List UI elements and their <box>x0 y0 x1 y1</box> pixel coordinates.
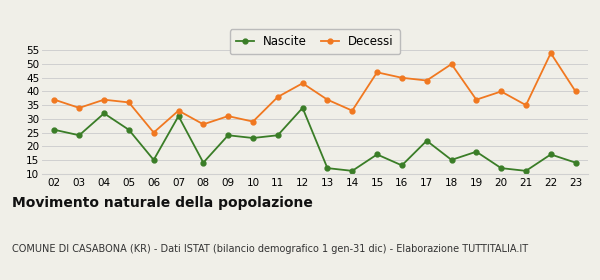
Decessi <box>349 109 356 112</box>
Decessi <box>76 106 83 109</box>
Nascite <box>125 128 133 132</box>
Decessi <box>572 90 579 93</box>
Nascite <box>224 134 232 137</box>
Nascite <box>373 153 380 156</box>
Nascite <box>572 161 579 164</box>
Nascite <box>324 166 331 170</box>
Decessi <box>373 71 380 74</box>
Decessi <box>200 123 207 126</box>
Decessi <box>274 95 281 99</box>
Decessi <box>224 115 232 118</box>
Nascite <box>349 169 356 172</box>
Nascite <box>423 139 430 143</box>
Decessi <box>125 101 133 104</box>
Nascite <box>250 136 257 140</box>
Decessi <box>547 52 554 55</box>
Nascite <box>150 158 157 162</box>
Nascite <box>398 164 406 167</box>
Decessi <box>150 131 157 134</box>
Nascite <box>473 150 480 153</box>
Line: Decessi: Decessi <box>52 51 578 135</box>
Decessi <box>398 76 406 80</box>
Decessi <box>51 98 58 101</box>
Nascite <box>497 166 505 170</box>
Text: Movimento naturale della popolazione: Movimento naturale della popolazione <box>12 196 313 210</box>
Nascite <box>175 115 182 118</box>
Decessi <box>448 62 455 66</box>
Decessi <box>175 109 182 112</box>
Nascite <box>100 112 107 115</box>
Nascite <box>299 106 306 109</box>
Line: Nascite: Nascite <box>52 106 578 173</box>
Nascite <box>76 134 83 137</box>
Decessi <box>497 90 505 93</box>
Decessi <box>473 98 480 101</box>
Nascite <box>274 134 281 137</box>
Decessi <box>423 79 430 82</box>
Legend: Nascite, Decessi: Nascite, Decessi <box>230 29 400 54</box>
Decessi <box>250 120 257 123</box>
Decessi <box>299 81 306 85</box>
Nascite <box>523 169 530 172</box>
Decessi <box>523 104 530 107</box>
Nascite <box>51 128 58 132</box>
Nascite <box>547 153 554 156</box>
Decessi <box>100 98 107 101</box>
Decessi <box>324 98 331 101</box>
Text: COMUNE DI CASABONA (KR) - Dati ISTAT (bilancio demografico 1 gen-31 dic) - Elabo: COMUNE DI CASABONA (KR) - Dati ISTAT (bi… <box>12 244 528 254</box>
Nascite <box>448 158 455 162</box>
Nascite <box>200 161 207 164</box>
